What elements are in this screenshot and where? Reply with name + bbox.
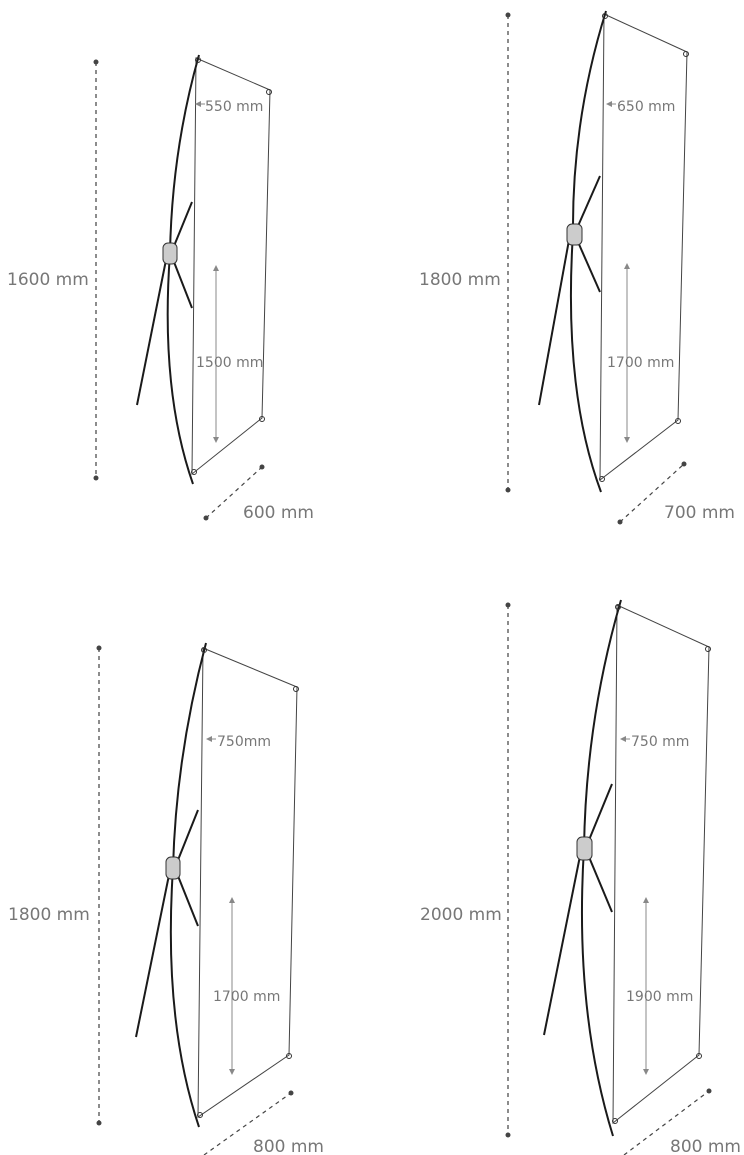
overall-height-label: 1800 mm — [419, 270, 501, 290]
stand-2: 1800 mm 650 mm 1700 mm 700 mm — [419, 10, 735, 525]
dimension-dot — [93, 59, 99, 65]
overall-height-label: 2000 mm — [420, 905, 502, 925]
banner-height-label: 1700 mm — [607, 355, 674, 371]
corner-clip — [696, 1053, 702, 1059]
front-leg — [543, 855, 581, 1036]
center-hub — [566, 223, 583, 246]
front-leg — [135, 874, 170, 1038]
center-hub — [165, 856, 181, 880]
dimension-dot — [203, 515, 209, 521]
front-leg — [538, 239, 570, 406]
banner-height-label: 1700 mm — [213, 989, 280, 1005]
upper-arm — [177, 809, 199, 861]
corner-clip — [195, 57, 201, 63]
lower-curved-pole — [166, 252, 194, 485]
lower-curved-pole — [169, 867, 200, 1128]
upper-curved-pole — [571, 10, 607, 234]
banner-height-label: 1900 mm — [626, 989, 693, 1005]
stand-4: 2000 mm 750 mm 1900 mm 800 mm — [420, 599, 741, 1155]
upper-arm — [588, 783, 613, 841]
depth-dimension-line — [203, 1092, 292, 1155]
overall-height-label: 1600 mm — [7, 270, 89, 290]
banner-width-label: 650 mm — [617, 99, 675, 115]
banner-width-label: 750mm — [217, 734, 271, 750]
banner-panel — [612, 604, 710, 1125]
overall-height-label: 1800 mm — [8, 905, 90, 925]
dimension-dot — [288, 1090, 294, 1096]
lower-arm — [588, 856, 613, 913]
corner-clip — [201, 647, 207, 653]
dimension-dot — [505, 1132, 511, 1138]
corner-clip — [705, 646, 711, 652]
upper-arm — [577, 175, 601, 227]
lower-arm — [173, 261, 193, 309]
corner-clip — [615, 604, 621, 610]
dimension-dot — [505, 487, 511, 493]
dimension-dot — [681, 461, 687, 467]
depth-label: 600 mm — [243, 503, 314, 523]
depth-dimension-line — [623, 1090, 710, 1155]
corner-clip — [675, 418, 681, 424]
dimension-dot — [259, 464, 265, 470]
banner-width-label: 750 mm — [631, 734, 689, 750]
corner-clip — [599, 476, 605, 482]
lower-curved-pole — [580, 847, 614, 1137]
depth-label: 800 mm — [253, 1137, 324, 1155]
banner-height-label: 1500 mm — [196, 355, 263, 371]
banner-panel — [197, 647, 298, 1118]
dimension-dot — [96, 645, 102, 651]
dimension-dot — [505, 12, 511, 18]
dimension-dot — [93, 475, 99, 481]
corner-clip — [683, 51, 689, 57]
stand-1: 1600 mm 550 mm 1500 mm 600 mm — [7, 54, 314, 523]
corner-clip — [266, 89, 272, 95]
corner-clip — [191, 469, 197, 475]
center-hub — [576, 836, 593, 861]
dimension-dot — [706, 1088, 712, 1094]
stand-3: 1800 mm 750mm 1700 mm 800 mm — [8, 642, 324, 1155]
banner-panel — [191, 57, 271, 476]
upper-curved-pole — [172, 642, 207, 869]
upper-curved-pole — [169, 54, 200, 254]
depth-label: 800 mm — [670, 1137, 741, 1155]
upper-curved-pole — [583, 599, 622, 849]
corner-clip — [286, 1053, 292, 1059]
depth-dimension-line — [619, 463, 685, 523]
corner-clip — [197, 1112, 203, 1118]
lower-arm — [177, 875, 199, 927]
corner-clip — [612, 1118, 618, 1124]
dimension-dot — [617, 519, 623, 525]
lower-arm — [577, 241, 601, 293]
upper-arm — [173, 201, 193, 247]
lower-curved-pole — [569, 232, 602, 493]
corner-clip — [293, 686, 299, 692]
front-leg — [136, 259, 167, 406]
corner-clip — [259, 416, 265, 422]
corner-clip — [602, 13, 608, 19]
dimension-dot — [505, 602, 511, 608]
banner-width-label: 550 mm — [205, 99, 263, 115]
center-hub — [162, 242, 178, 265]
banner-panel — [599, 13, 688, 482]
depth-label: 700 mm — [664, 503, 735, 523]
dimension-dot — [96, 1120, 102, 1126]
